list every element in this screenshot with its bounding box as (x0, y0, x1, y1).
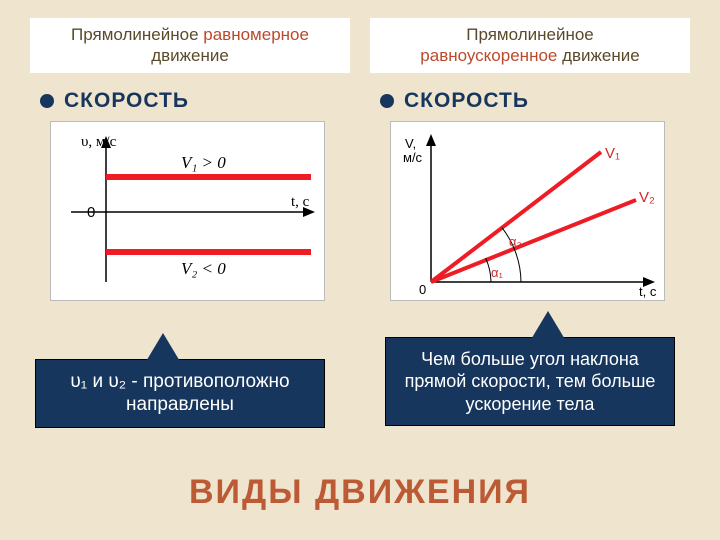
chart-right-a2: α₂ (509, 234, 522, 249)
callout-right-pointer-icon (530, 311, 566, 341)
callout-right-box: Чем больше угол наклона прямой скорости,… (385, 337, 675, 427)
bullet-dot-icon (380, 94, 394, 108)
header-left-plain: Прямолинейное (71, 25, 203, 44)
chart-left-v1-label: V₁ > 0 (181, 153, 226, 172)
chart-left: υ, м/с t, с 0 V₁ > 0 V₂ < 0 (50, 121, 325, 301)
callout-right: Чем больше угол наклона прямой скорости,… (385, 337, 675, 427)
bullet-right: СКОРОСТЬ (380, 89, 690, 113)
header-left-em: равномерное (203, 25, 309, 44)
header-right-em: равноускоренное (420, 46, 557, 65)
callout-left-text: υ₁ и υ₂ - противоположно направлены (70, 371, 289, 416)
header-left: Прямолинейное равномерное движение (30, 18, 350, 73)
chart-right-yaxis2: м/с (403, 150, 423, 165)
chart-left-origin: 0 (87, 204, 95, 221)
header-right-line1: Прямолинейное (466, 25, 594, 44)
header-right: Прямолинейное равноускоренное движение (370, 18, 690, 73)
chart-right-a1: α₁ (491, 265, 504, 280)
chart-right: V, м/с t, с 0 V₁ V₂ α₁ α₂ (390, 121, 665, 301)
bullet-left-label: СКОРОСТЬ (64, 89, 189, 113)
chart-left-xaxis: t, с (291, 194, 310, 210)
chart-right-v2: V₂ (639, 189, 655, 206)
callout-left-pointer-icon (145, 333, 181, 363)
chart-right-v1: V₁ (605, 145, 620, 162)
main-title: ВИДЫ ДВИЖЕНИЯ (0, 473, 720, 512)
bullet-right-label: СКОРОСТЬ (404, 89, 529, 113)
callout-right-text: Чем больше угол наклона прямой скорости,… (405, 349, 656, 414)
chart-right-xaxis: t, с (639, 284, 657, 299)
chart-right-svg: V, м/с t, с 0 V₁ V₂ α₁ α₂ (391, 122, 666, 302)
header-row: Прямолинейное равномерное движение Прямо… (0, 0, 720, 81)
header-right-plain: движение (557, 46, 639, 65)
callout-left: υ₁ и υ₂ - противоположно направлены (35, 359, 325, 429)
col-left: СКОРОСТЬ υ, м/с t, с 0 V₁ > 0 V₂ < 0 (30, 89, 350, 301)
bullet-left: СКОРОСТЬ (40, 89, 350, 113)
chart-right-yaxis1: V, (405, 136, 416, 151)
bullet-dot-icon (40, 94, 54, 108)
header-left-line2: движение (151, 46, 229, 65)
chart-left-v2-label: V₂ < 0 (181, 259, 226, 278)
col-right: СКОРОСТЬ V, м/с t, с 0 (370, 89, 690, 301)
chart-right-origin: 0 (419, 282, 426, 297)
chart-left-svg: υ, м/с t, с 0 V₁ > 0 V₂ < 0 (51, 122, 326, 302)
chart-left-yaxis: υ, м/с (81, 134, 117, 150)
columns: СКОРОСТЬ υ, м/с t, с 0 V₁ > 0 V₂ < 0 (0, 89, 720, 301)
callout-left-box: υ₁ и υ₂ - противоположно направлены (35, 359, 325, 429)
